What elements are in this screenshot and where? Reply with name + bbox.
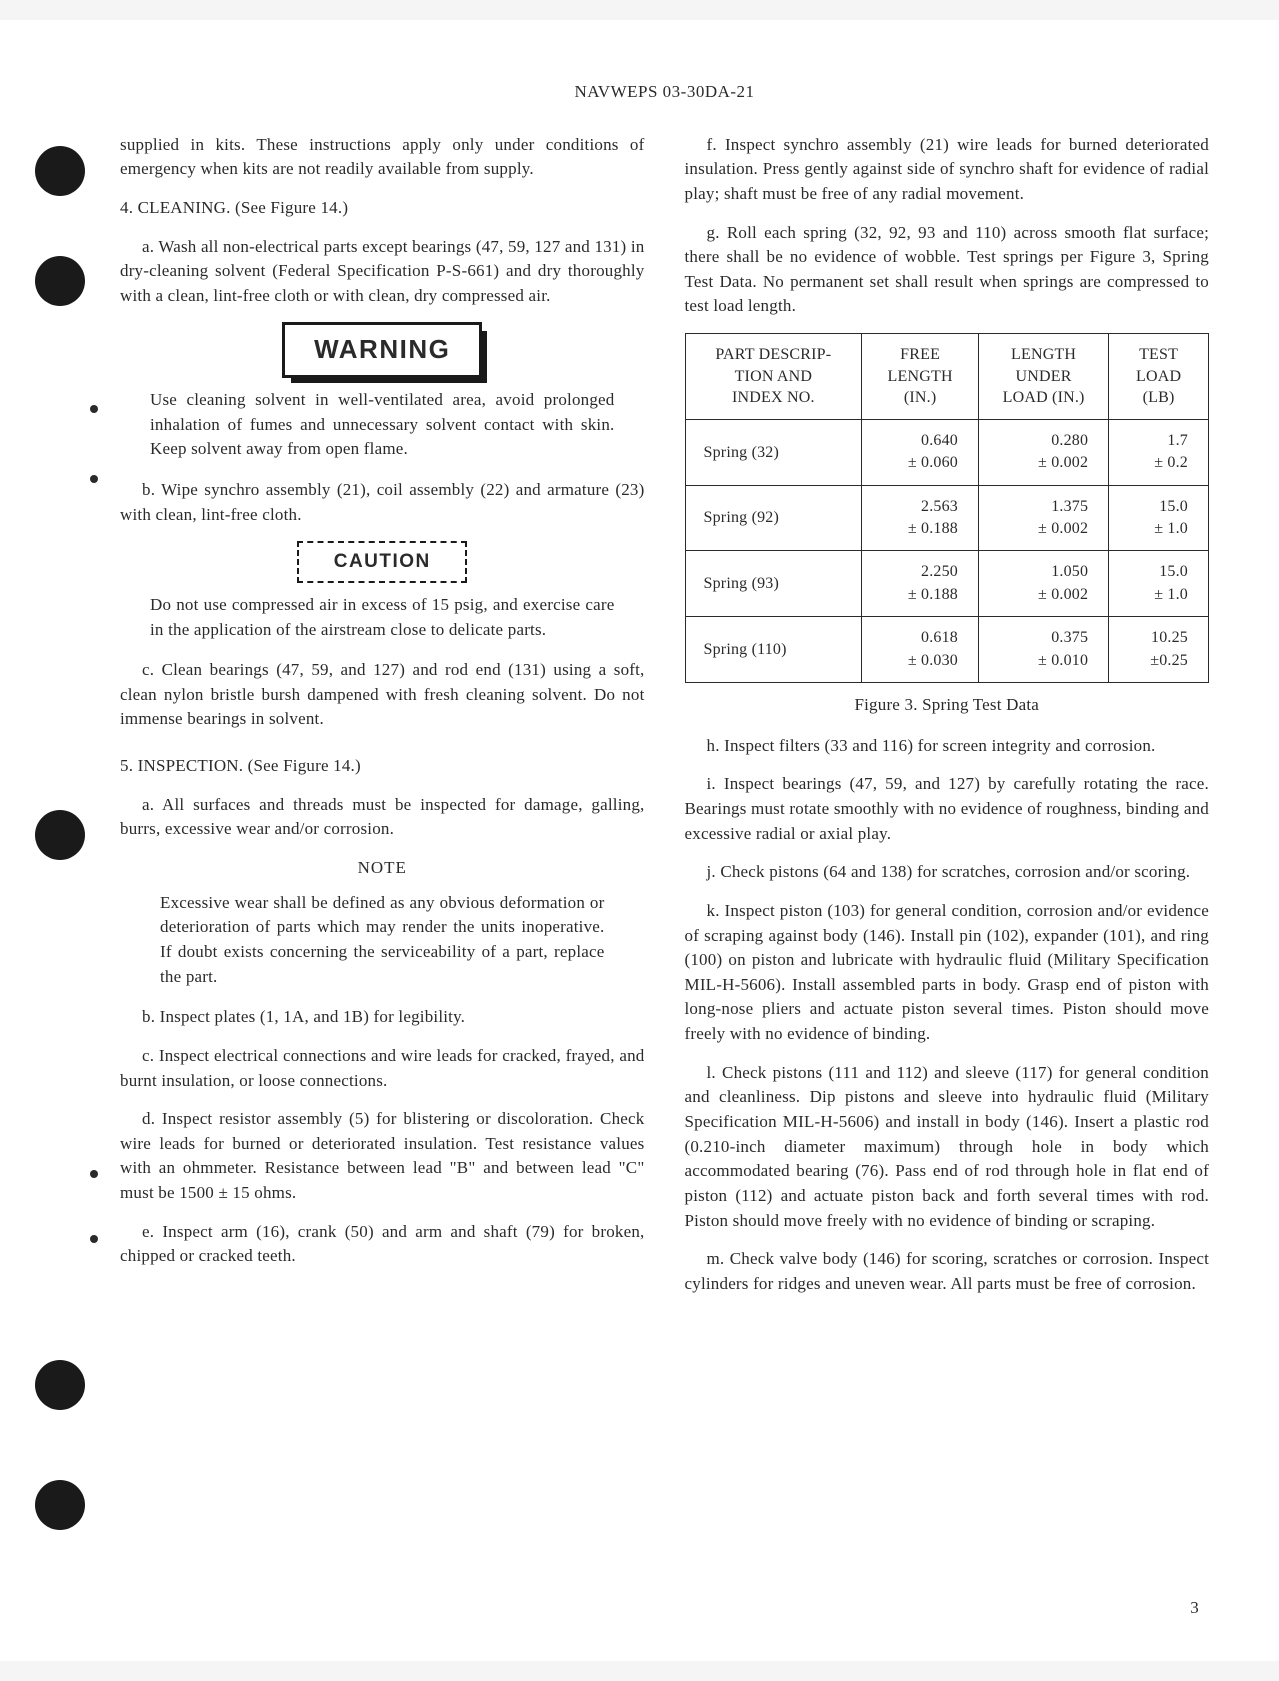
cell-load: 10.25±0.25: [1109, 617, 1209, 683]
para-5d: d. Inspect resistor assembly (5) for bli…: [120, 1107, 645, 1206]
table-row: Spring (92) 2.563± 0.188 1.375± 0.002 15…: [685, 485, 1209, 551]
warning-callout: WARNING: [282, 322, 482, 378]
table-row: Spring (110) 0.618± 0.030 0.375± 0.010 1…: [685, 617, 1209, 683]
col-part-description: PART DESCRIP-TION ANDINDEX NO.: [685, 334, 862, 420]
para-5g: g. Roll each spring (32, 92, 93 and 110)…: [685, 221, 1210, 320]
cell-desc: Spring (110): [685, 617, 862, 683]
punch-hole: [35, 256, 85, 306]
para-5l-text: l. Check pistons (111 and 112) and sleev…: [685, 1063, 1210, 1230]
para-5i-text: i. Inspect bearings (47, 59, and 127) by…: [685, 774, 1210, 842]
para-4a: a. Wash all non-electrical parts except …: [120, 235, 645, 309]
punch-hole: [35, 146, 85, 196]
cell-under: 1.050± 0.002: [979, 551, 1109, 617]
table-header-row: PART DESCRIP-TION ANDINDEX NO. FREELENGT…: [685, 334, 1209, 420]
cell-under: 1.375± 0.002: [979, 485, 1109, 551]
document-page: NAVWEPS 03-30DA-21 supplied in kits. The…: [0, 20, 1279, 1661]
para-5h: h. Inspect filters (33 and 116) for scre…: [685, 734, 1210, 759]
binder-holes: [30, 20, 90, 1661]
para-5f: f. Inspect synchro assembly (21) wire le…: [685, 133, 1210, 207]
cell-desc: Spring (32): [685, 419, 862, 485]
table-row: Spring (93) 2.250± 0.188 1.050± 0.002 15…: [685, 551, 1209, 617]
para-5k-text: k. Inspect piston (103) for general cond…: [685, 901, 1210, 1043]
para-4c: c. Clean bearings (47, 59, and 127) and …: [120, 658, 645, 732]
section-4-heading: 4. CLEANING. (See Figure 14.): [120, 196, 645, 221]
para-5f-text: f. Inspect synchro assembly (21) wire le…: [685, 135, 1210, 203]
cell-free: 0.618± 0.030: [862, 617, 979, 683]
left-column: supplied in kits. These instructions app…: [120, 133, 645, 1311]
para-5b-text: b. Inspect plates (1, 1A, and 1B) for le…: [142, 1007, 465, 1026]
para-5c: c. Inspect electrical connections and wi…: [120, 1044, 645, 1093]
para-5d-text: d. Inspect resistor assembly (5) for bli…: [120, 1109, 645, 1202]
spring-test-data-table: PART DESCRIP-TION ANDINDEX NO. FREELENGT…: [685, 333, 1210, 683]
intro-continuation: supplied in kits. These instructions app…: [120, 133, 645, 182]
para-5a-text: a. All surfaces and threads must be insp…: [120, 795, 645, 839]
para-5i: i. Inspect bearings (47, 59, and 127) by…: [685, 772, 1210, 846]
caution-body: Do not use compressed air in excess of 1…: [150, 593, 615, 642]
cell-load: 15.0± 1.0: [1109, 485, 1209, 551]
section-5-heading: 5. INSPECTION. (See Figure 14.): [120, 754, 645, 779]
para-5b: b. Inspect plates (1, 1A, and 1B) for le…: [120, 1005, 645, 1030]
cell-desc: Spring (93): [685, 551, 862, 617]
para-5e: e. Inspect arm (16), crank (50) and arm …: [120, 1220, 645, 1269]
para-5h-text: h. Inspect filters (33 and 116) for scre…: [707, 736, 1156, 755]
punch-hole: [35, 1360, 85, 1410]
artifact-dot: [90, 1170, 98, 1178]
cell-free: 0.640± 0.060: [862, 419, 979, 485]
cell-desc: Spring (92): [685, 485, 862, 551]
warning-body: Use cleaning solvent in well-ventilated …: [150, 388, 615, 462]
col-free-length: FREELENGTH(IN.): [862, 334, 979, 420]
para-5k: k. Inspect piston (103) for general cond…: [685, 899, 1210, 1047]
document-header: NAVWEPS 03-30DA-21: [120, 80, 1209, 105]
cell-free: 2.250± 0.188: [862, 551, 979, 617]
artifact-dot: [90, 475, 98, 483]
cell-under: 0.375± 0.010: [979, 617, 1109, 683]
two-column-layout: supplied in kits. These instructions app…: [120, 133, 1209, 1311]
para-4c-text: c. Clean bearings (47, 59, and 127) and …: [120, 660, 645, 728]
para-4a-text: a. Wash all non-electrical parts except …: [120, 237, 645, 305]
para-5j-text: j. Check pistons (64 and 138) for scratc…: [707, 862, 1191, 881]
cell-load: 1.7± 0.2: [1109, 419, 1209, 485]
table-body: Spring (32) 0.640± 0.060 0.280± 0.002 1.…: [685, 419, 1209, 682]
punch-hole: [35, 810, 85, 860]
table-row: Spring (32) 0.640± 0.060 0.280± 0.002 1.…: [685, 419, 1209, 485]
para-5c-text: c. Inspect electrical connections and wi…: [120, 1046, 645, 1090]
para-5l: l. Check pistons (111 and 112) and sleev…: [685, 1061, 1210, 1233]
caution-callout: CAUTION: [297, 541, 467, 583]
figure-3-caption: Figure 3. Spring Test Data: [685, 693, 1210, 718]
col-test-load: TESTLOAD(LB): [1109, 334, 1209, 420]
page-number: 3: [1190, 1596, 1199, 1621]
para-4b: b. Wipe synchro assembly (21), coil asse…: [120, 478, 645, 527]
para-4b-text: b. Wipe synchro assembly (21), coil asse…: [120, 480, 645, 524]
artifact-dot: [90, 405, 98, 413]
para-5a: a. All surfaces and threads must be insp…: [120, 793, 645, 842]
cell-free: 2.563± 0.188: [862, 485, 979, 551]
artifact-dot: [90, 1235, 98, 1243]
cell-load: 15.0± 1.0: [1109, 551, 1209, 617]
para-5e-text: e. Inspect arm (16), crank (50) and arm …: [120, 1222, 645, 1266]
right-column: f. Inspect synchro assembly (21) wire le…: [685, 133, 1210, 1311]
cell-under: 0.280± 0.002: [979, 419, 1109, 485]
para-5g-text: g. Roll each spring (32, 92, 93 and 110)…: [685, 223, 1210, 316]
col-length-under-load: LENGTHUNDERLOAD (IN.): [979, 334, 1109, 420]
para-5m-text: m. Check valve body (146) for scoring, s…: [685, 1249, 1210, 1293]
punch-hole: [35, 1480, 85, 1530]
note-body: Excessive wear shall be defined as any o…: [160, 891, 605, 990]
para-5j: j. Check pistons (64 and 138) for scratc…: [685, 860, 1210, 885]
para-5m: m. Check valve body (146) for scoring, s…: [685, 1247, 1210, 1296]
note-heading: NOTE: [120, 856, 645, 881]
